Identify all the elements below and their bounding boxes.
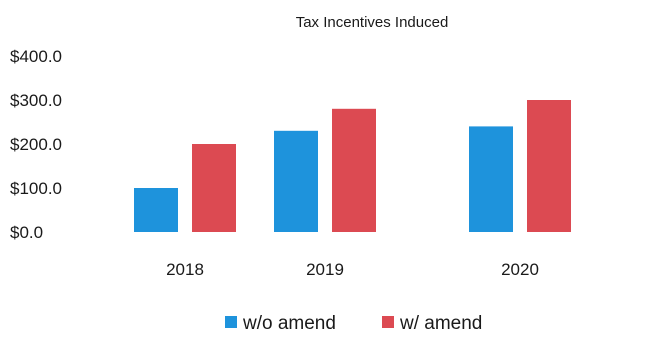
bars <box>134 100 571 232</box>
x-category-label: 2020 <box>501 260 539 279</box>
bar-w-o-amend-2020 <box>469 126 513 232</box>
legend: w/o amend w/ amend <box>225 313 482 334</box>
y-tick-label: $100.0 <box>10 179 62 198</box>
y-tick-label: $200.0 <box>10 135 62 154</box>
bar-w-amend-2019 <box>332 108 376 232</box>
legend-swatch <box>225 316 237 328</box>
x-category-label: 2019 <box>306 260 344 279</box>
legend-swatch <box>382 316 394 328</box>
y-tick-label: $0.0 <box>10 223 43 242</box>
x-category-label: 2018 <box>166 260 204 279</box>
y-tick-label: $400.0 <box>10 47 62 66</box>
bar-w-amend-2020 <box>527 100 571 232</box>
x-axis-labels: 2018 2019 2020 <box>166 260 539 279</box>
bar-w-o-amend-2019 <box>274 130 318 232</box>
bar-w-o-amend-2018 <box>134 188 178 232</box>
legend-label: w/ amend <box>399 313 482 334</box>
bar-w-amend-2018 <box>192 144 236 232</box>
y-tick-label: $300.0 <box>10 91 62 110</box>
chart-title: Tax Incentives Induced <box>296 14 449 31</box>
y-axis-ticks: $0.0 $100.0 $200.0 $300.0 $400.0 <box>10 47 62 242</box>
legend-label: w/o amend <box>242 313 336 334</box>
